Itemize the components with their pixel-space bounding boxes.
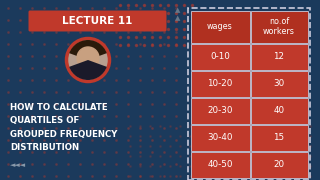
- Bar: [190, 10, 250, 42]
- Text: 12: 12: [274, 52, 284, 61]
- Bar: [251, 44, 308, 69]
- Circle shape: [68, 40, 108, 80]
- Text: QUARTILES OF: QUARTILES OF: [10, 116, 79, 125]
- Text: ▲: ▲: [175, 15, 181, 21]
- Bar: [251, 10, 308, 42]
- Bar: [190, 98, 250, 123]
- Wedge shape: [69, 60, 107, 80]
- Text: ▲: ▲: [175, 7, 181, 13]
- Bar: [251, 98, 308, 123]
- Bar: [188, 8, 310, 180]
- Text: DISTRIBUTION: DISTRIBUTION: [10, 143, 79, 152]
- Text: 30: 30: [273, 79, 284, 88]
- Text: 15: 15: [273, 133, 284, 142]
- Circle shape: [77, 47, 99, 69]
- Text: ◄◄◄: ◄◄◄: [10, 162, 26, 168]
- Text: LECTURE 11: LECTURE 11: [62, 16, 133, 26]
- Bar: [251, 71, 308, 96]
- Bar: [190, 44, 250, 69]
- Text: HOW TO CALCULATE: HOW TO CALCULATE: [10, 103, 108, 112]
- Wedge shape: [69, 40, 107, 60]
- Bar: [251, 125, 308, 150]
- Circle shape: [67, 39, 109, 82]
- Text: 40-50: 40-50: [207, 160, 233, 169]
- Text: 20: 20: [273, 160, 284, 169]
- Text: 0-10: 0-10: [210, 52, 230, 61]
- Bar: [190, 125, 250, 150]
- Bar: [251, 152, 308, 177]
- Text: 40: 40: [273, 106, 284, 115]
- FancyBboxPatch shape: [28, 10, 166, 32]
- Text: 20-30: 20-30: [207, 106, 233, 115]
- Text: GROUPED FREQUENCY: GROUPED FREQUENCY: [10, 129, 117, 138]
- Text: 30-40: 30-40: [207, 133, 233, 142]
- Text: wages: wages: [207, 22, 233, 31]
- Text: no.of
workers: no.of workers: [263, 17, 295, 36]
- Bar: [190, 152, 250, 177]
- Text: 10-20: 10-20: [207, 79, 233, 88]
- Bar: [190, 71, 250, 96]
